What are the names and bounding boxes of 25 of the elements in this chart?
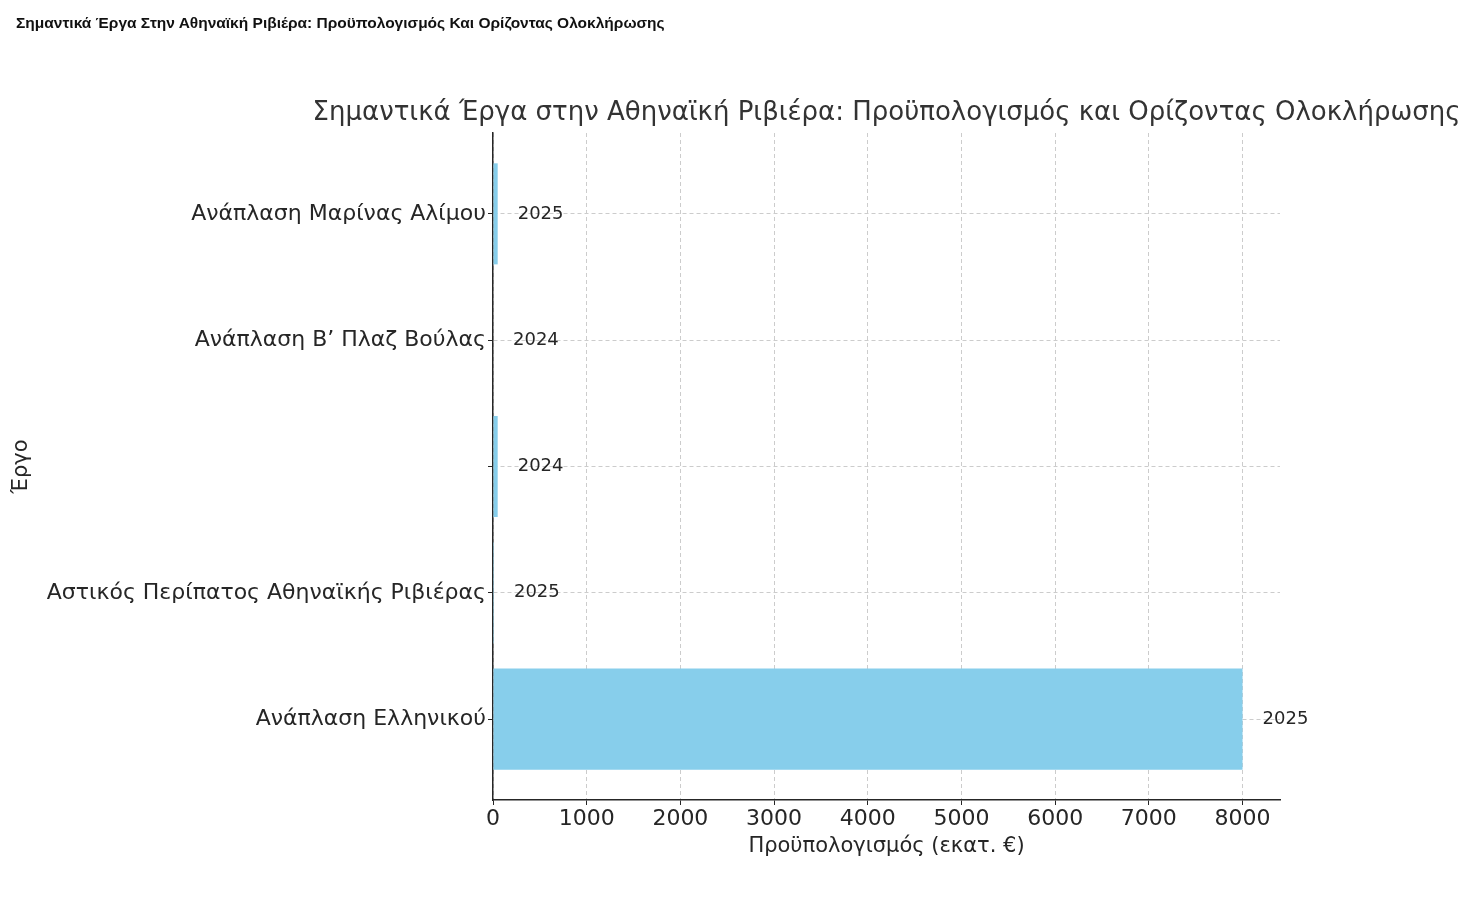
chart-title: Σημαντικά Έργα στην Αθηναϊκή Ριβιέρα: Προϋπολογισμός και Ορίζοντας Ολοκλήρωσης [312,95,1461,126]
y-tick-label: Ανάπλαση Μαρίνας Αλίμου [191,199,486,225]
bar [493,163,498,265]
y-axis-title: Έργο [8,439,33,495]
x-tick-label: 5000 [933,804,990,830]
bar [493,668,1243,770]
x-tick-label: 1000 [558,804,615,830]
x-tick-label: 4000 [839,804,896,830]
bar [493,415,498,518]
y-tick-label: Αστικός Περίπατος Αθηναϊκής Ριβιέρας [46,578,486,604]
x-tick-label: 8000 [1214,804,1271,830]
x-tick-label: 7000 [1120,804,1177,830]
y-tick-label: Ανάπλαση Ελληνικού [255,704,486,730]
annotation: 2024 [513,327,559,349]
annotation: 2025 [517,201,564,223]
y-tick-label: Ανάπλαση Β’ Πλαζ Βούλας [194,325,486,351]
x-tick-label: 0 [486,804,500,830]
x-tick-label: 6000 [1027,804,1084,830]
annotation: 2024 [517,454,564,476]
x-axis-title: Προϋπολογισμός (εκατ. €) [748,832,1025,857]
annotation: 2025 [1262,706,1309,728]
annotation: 2025 [513,580,560,602]
x-tick-label: 3000 [746,804,803,830]
x-tick-label: 2000 [652,804,709,830]
text: Σημαντικά Έργα Στην Αθηναϊκή Ριβιέρα: Προϋπολογισμός Και Ορίζοντας Ολοκλήρωσης [16,14,665,32]
